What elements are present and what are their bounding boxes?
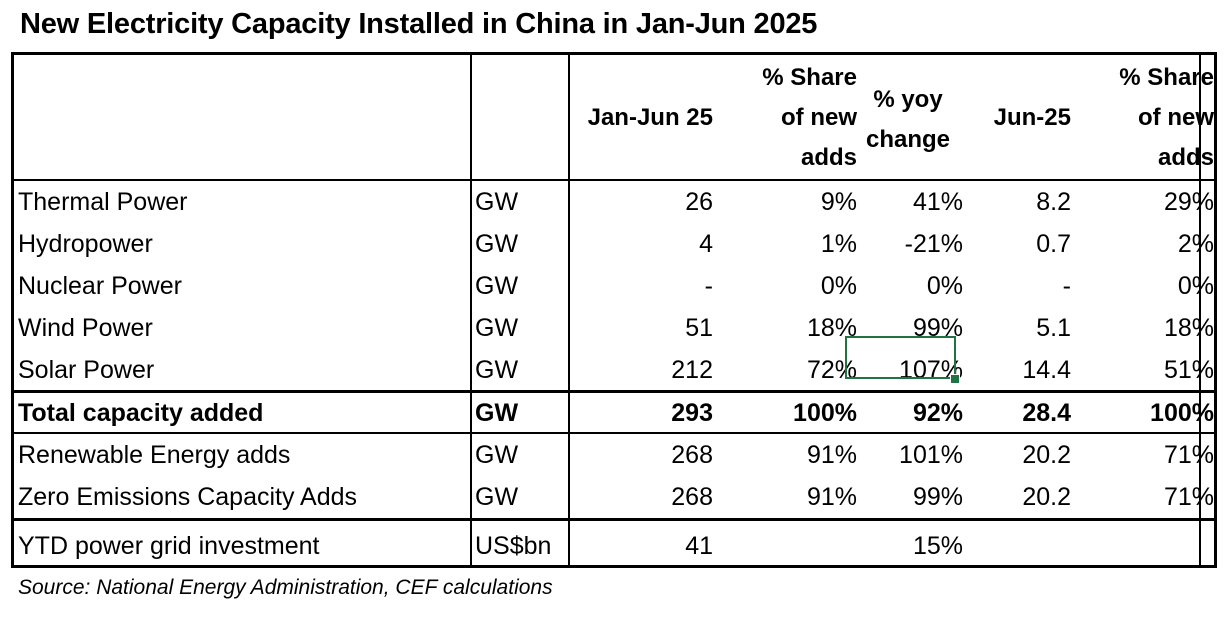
cell-yoy[interactable]: 99% (912, 483, 963, 511)
cell-yoy[interactable]: 15% (912, 532, 963, 560)
cell-unit[interactable]: GW (475, 188, 519, 216)
col-divider-unit-values (568, 55, 570, 565)
cell-unit[interactable]: GW (475, 399, 519, 427)
grid-row-top-border (14, 518, 1214, 521)
cell-ytd[interactable]: 268 (671, 483, 713, 511)
header-yoy: % yoy change (859, 80, 957, 160)
cell-share[interactable]: 72% (806, 356, 857, 384)
cell-yoy[interactable]: 0% (926, 272, 963, 300)
total-row-top-border (14, 390, 1214, 393)
header-yoy-line2: change (865, 126, 951, 153)
cell-jun[interactable]: 14.4 (1022, 356, 1071, 384)
cell-label[interactable]: Total capacity added (18, 399, 264, 427)
cell-label[interactable]: Nuclear Power (18, 272, 182, 300)
header-jun-label: Jun-25 (993, 104, 1071, 131)
total-row-bottom-border (14, 432, 1214, 434)
cell-ytd[interactable]: 4 (699, 230, 713, 258)
cell-ytd[interactable]: 268 (671, 441, 713, 469)
cell-jun[interactable]: 20.2 (1022, 483, 1071, 511)
header-share-ytd-line2: of new (781, 104, 857, 131)
cell-unit[interactable]: GW (475, 272, 519, 300)
cell-label[interactable]: YTD power grid investment (18, 532, 320, 560)
cell-yoy[interactable]: 41% (912, 188, 963, 216)
cell-ytd[interactable]: 26 (685, 188, 713, 216)
cell-unit[interactable]: US$bn (475, 532, 552, 560)
cell-share[interactable]: 91% (806, 483, 857, 511)
cell-jun[interactable]: 20.2 (1022, 441, 1071, 469)
cell-label[interactable]: Zero Emissions Capacity Adds (18, 483, 358, 511)
header-jan-jun-label: Jan-Jun 25 (587, 104, 713, 131)
cell-jun-share[interactable]: 29% (1163, 188, 1214, 216)
header-divider (14, 179, 1214, 181)
cell-share[interactable]: 0% (820, 272, 857, 300)
col-divider-right (1199, 55, 1201, 565)
cell-jun-share[interactable]: 71% (1163, 441, 1214, 469)
cell-jun-share[interactable]: 2% (1177, 230, 1214, 258)
header-yoy-line1: % yoy (873, 86, 943, 113)
cell-jun[interactable]: - (1062, 272, 1071, 300)
fill-handle[interactable] (950, 374, 960, 384)
cell-label[interactable]: Hydropower (18, 230, 153, 258)
header-share-ytd-line3: adds (800, 144, 857, 171)
cell-ytd[interactable]: - (704, 272, 713, 300)
cell-jun-share[interactable]: 0% (1177, 272, 1214, 300)
col-divider-label-unit (470, 55, 472, 565)
cell-unit[interactable]: GW (475, 441, 519, 469)
cell-jun-share[interactable]: 51% (1163, 356, 1214, 384)
cell-share[interactable]: 18% (806, 314, 857, 342)
cell-label[interactable]: Wind Power (18, 314, 153, 342)
header-share-jun-line3: adds (1157, 144, 1214, 171)
cell-unit[interactable]: GW (475, 230, 519, 258)
cell-share[interactable]: 100% (793, 399, 857, 427)
cell-yoy[interactable]: 92% (912, 399, 963, 427)
header-share-jun-line1: % Share (1119, 64, 1214, 91)
cell-ytd[interactable]: 41 (685, 532, 713, 560)
header-share-jun-line2: of new (1138, 104, 1214, 131)
capacity-table: Jan-Jun 25 % Share of new adds % yoy cha… (11, 52, 1217, 568)
cell-jun[interactable]: 5.1 (1036, 314, 1071, 342)
cell-jun[interactable]: 0.7 (1036, 230, 1071, 258)
cell-jun[interactable]: 28.4 (1022, 399, 1071, 427)
cell-ytd[interactable]: 293 (671, 399, 713, 427)
selected-cell[interactable] (845, 336, 956, 379)
cell-yoy[interactable]: 101% (899, 441, 963, 469)
cell-yoy[interactable]: -21% (904, 230, 963, 258)
cell-ytd[interactable]: 212 (671, 356, 713, 384)
cell-share[interactable]: 91% (806, 441, 857, 469)
source-note: Source: National Energy Administration, … (18, 576, 553, 599)
header-share-jun: % Share of new adds (1074, 58, 1214, 178)
table-title: New Electricity Capacity Installed in Ch… (20, 8, 818, 40)
cell-unit[interactable]: GW (475, 356, 519, 384)
cell-share[interactable]: 9% (820, 188, 857, 216)
header-jun: Jun-25 (959, 98, 1071, 138)
cell-jun[interactable]: 8.2 (1036, 188, 1071, 216)
cell-share[interactable]: 1% (820, 230, 857, 258)
header-share-ytd: % Share of new adds (714, 58, 857, 178)
cell-label[interactable]: Solar Power (18, 356, 155, 384)
cell-ytd[interactable]: 51 (685, 314, 713, 342)
cell-unit[interactable]: GW (475, 314, 519, 342)
header-share-ytd-line1: % Share (762, 64, 857, 91)
cell-label[interactable]: Renewable Energy adds (18, 441, 291, 469)
header-jan-jun: Jan-Jun 25 (570, 98, 713, 138)
cell-jun-share[interactable]: 71% (1163, 483, 1214, 511)
cell-unit[interactable]: GW (475, 483, 519, 511)
cell-jun-share[interactable]: 18% (1163, 314, 1214, 342)
cell-jun-share[interactable]: 100% (1150, 399, 1214, 427)
cell-label[interactable]: Thermal Power (18, 188, 188, 216)
